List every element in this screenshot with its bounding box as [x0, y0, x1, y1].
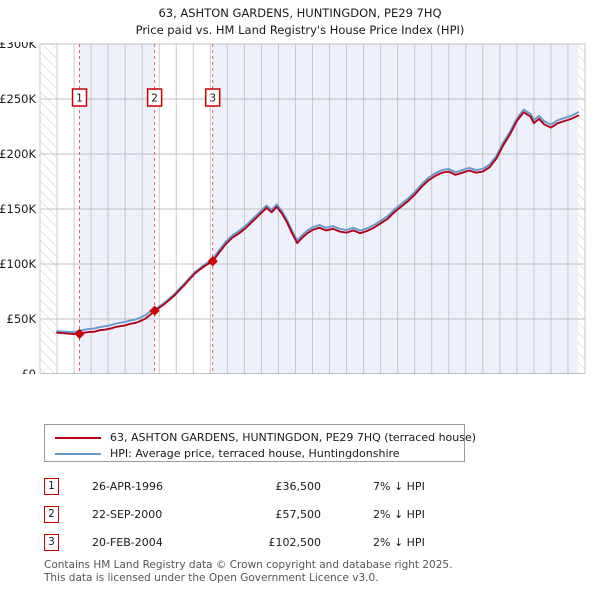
- table-row: 2 22-SEP-2000 £57,500 2% ↓ HPI: [44, 500, 484, 528]
- y-tick-£50K: £50K: [7, 312, 37, 326]
- legend-label-hpi: HPI: Average price, terraced house, Hunt…: [110, 447, 400, 460]
- series-line-price-paid: [56, 111, 580, 335]
- footer-line-1: Contains HM Land Registry data © Crown c…: [44, 559, 453, 571]
- transaction-marker-2[interactable]: [149, 305, 160, 316]
- transaction-marker-1[interactable]: [74, 328, 85, 339]
- event-badge-box-2[interactable]: [146, 88, 163, 107]
- transaction-hpi-delta-2: 2% ↓ HPI: [373, 507, 425, 521]
- transaction-badge-2: 2: [44, 505, 59, 523]
- transaction-date-3: 20-FEB-2004: [92, 535, 163, 549]
- transaction-marker-3[interactable]: [207, 256, 218, 267]
- event-badge-box-1[interactable]: [71, 88, 88, 107]
- y-tick-£150K: £150K: [0, 202, 36, 216]
- transactions-table: 1 26-APR-1996 £36,500 7% ↓ HPI 2 22-SEP-…: [44, 472, 484, 556]
- y-tick-£300K: £300K: [0, 42, 36, 51]
- legend-entry-hpi: HPI: Average price, terraced house, Hunt…: [45, 446, 464, 461]
- chart-title-block: 63, ASHTON GARDENS, HUNTINGDON, PE29 7HQ…: [0, 0, 600, 39]
- legend-label-price-paid: 63, ASHTON GARDENS, HUNTINGDON, PE29 7HQ…: [110, 431, 477, 444]
- y-gridlines: [40, 43, 585, 374]
- transaction-hpi-delta-1: 7% ↓ HPI: [373, 479, 425, 493]
- series-line-hpi: [56, 108, 580, 333]
- series-lines: [56, 108, 580, 335]
- legend-swatch-hpi: [55, 452, 101, 455]
- copyright-footer: Contains HM Land Registry data © Crown c…: [44, 559, 564, 585]
- transaction-hpi-delta-3: 2% ↓ HPI: [373, 535, 425, 549]
- y-tick-£0: £0: [21, 367, 36, 374]
- y-tick-£100K: £100K: [0, 257, 36, 271]
- legend-swatch-price-paid: [55, 436, 101, 439]
- chart-legend: 63, ASHTON GARDENS, HUNTINGDON, PE29 7HQ…: [44, 424, 476, 462]
- transaction-date-2: 22-SEP-2000: [92, 507, 163, 521]
- footer-line-2: This data is licensed under the Open Gov…: [44, 572, 379, 584]
- y-tick-£250K: £250K: [0, 92, 36, 106]
- page-subtitle: Price paid vs. HM Land Registry's House …: [135, 23, 465, 37]
- transaction-price-2: £57,500: [275, 507, 322, 521]
- transaction-badge-3: 3: [44, 533, 59, 551]
- legend-entry-price-paid: 63, ASHTON GARDENS, HUNTINGDON, PE29 7HQ…: [45, 430, 476, 445]
- y-axis-labels: £0 £50K £100K £150K £200K £250K £300K: [0, 42, 36, 374]
- price-history-chart: £0£50K£100K£150K£200K£250K£300K 19941995…: [0, 42, 600, 374]
- table-row: 1 26-APR-1996 £36,500 7% ↓ HPI: [44, 472, 484, 500]
- event-badge-label-3: 3: [209, 93, 216, 105]
- event-badge-label-1: 1: [76, 93, 83, 105]
- table-row: 3 20-FEB-2004 £102,500 2% ↓ HPI: [44, 528, 484, 556]
- transaction-price-3: £102,500: [268, 535, 322, 549]
- transaction-badge-1: 1: [44, 477, 59, 495]
- page-title: 63, ASHTON GARDENS, HUNTINGDON, PE29 7HQ: [158, 6, 442, 20]
- chart-canvas: £0£50K£100K£150K£200K£250K£300K 19941995…: [0, 42, 586, 374]
- event-badge-box-3[interactable]: [204, 88, 221, 107]
- transaction-price-1: £36,500: [275, 479, 322, 493]
- y-tick-£200K: £200K: [0, 147, 36, 161]
- transaction-markers: [74, 256, 218, 339]
- event-badges: 1 2 3: [71, 88, 221, 107]
- transaction-date-1: 26-APR-1996: [92, 479, 164, 493]
- event-badge-label-2: 2: [151, 93, 158, 105]
